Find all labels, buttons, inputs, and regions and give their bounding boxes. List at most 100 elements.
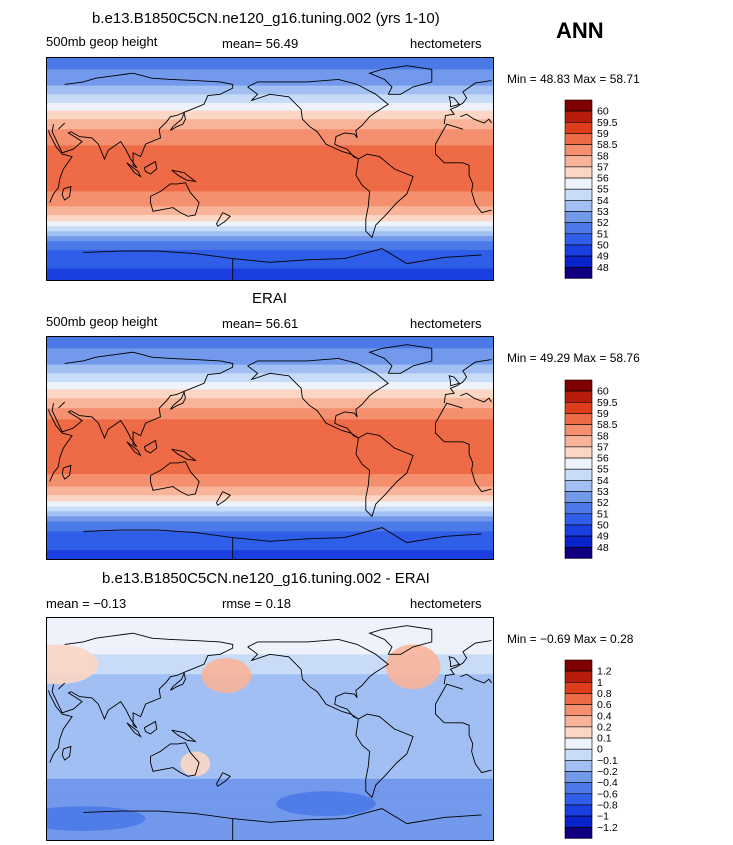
coastline <box>448 96 460 108</box>
coastline <box>170 111 186 131</box>
map-band <box>46 338 494 341</box>
map-band <box>46 172 494 175</box>
map-band <box>46 620 494 623</box>
map-band <box>46 176 494 179</box>
panel-3-minmax: Min = −0.69 Max = 0.28 <box>507 632 634 646</box>
map-band <box>46 108 494 110</box>
map-band <box>46 221 494 224</box>
map-band <box>46 670 494 673</box>
coastline <box>355 153 414 239</box>
map-band <box>46 256 494 258</box>
colorbar-tick-label: 48 <box>597 542 609 554</box>
colorbar-tick-label: 59 <box>597 128 609 140</box>
map-band <box>46 506 494 509</box>
map-band <box>46 811 494 813</box>
map-band <box>46 363 494 366</box>
map-band <box>46 94 494 97</box>
map-band <box>46 426 494 429</box>
map-band <box>46 210 494 212</box>
map-band <box>46 409 494 412</box>
map-band <box>46 477 494 480</box>
colorbar-swatch <box>564 513 593 526</box>
map-band <box>46 638 494 640</box>
coastline <box>232 527 482 544</box>
colorbar-tick-label: 49 <box>597 251 609 263</box>
map-band <box>46 834 494 837</box>
map-band <box>46 767 494 770</box>
colorbar-tick-label: 59.5 <box>597 397 618 409</box>
map-band <box>46 234 494 237</box>
coastline <box>171 729 197 743</box>
map-band <box>46 146 494 149</box>
map-band <box>46 722 494 725</box>
map-band <box>46 697 494 700</box>
map-band <box>46 525 494 527</box>
map-band <box>46 344 494 347</box>
colorbar-tick-label: 58 <box>597 150 609 162</box>
map-band <box>46 68 494 71</box>
map-band <box>46 505 494 508</box>
map-band <box>46 446 494 449</box>
map-band <box>46 211 494 214</box>
map-band <box>46 522 494 525</box>
map-band <box>46 201 494 204</box>
coastline <box>435 683 492 774</box>
map-band <box>46 202 494 205</box>
map-band <box>46 86 494 89</box>
map-band <box>46 207 494 210</box>
map-band <box>46 700 494 703</box>
coastline <box>48 130 73 203</box>
colorbar-swatch <box>564 200 593 212</box>
map-band <box>46 624 494 627</box>
colorbar-swatch <box>564 670 593 683</box>
map-band <box>46 262 494 265</box>
map-band <box>46 75 494 78</box>
coastline <box>355 713 414 799</box>
colorbar-swatch <box>564 379 593 392</box>
map-band <box>46 251 494 253</box>
map-band <box>46 631 494 634</box>
map-band <box>46 203 494 206</box>
panel-3-units-label: hectometers <box>410 596 482 611</box>
map-band <box>46 555 494 557</box>
map-band <box>46 178 494 181</box>
colorbar-tick-label: 51 <box>597 228 609 240</box>
map-band <box>46 384 494 387</box>
map-band <box>46 147 494 150</box>
map-band <box>46 60 494 63</box>
map-band <box>46 212 494 215</box>
map-band <box>46 161 494 164</box>
map-band <box>46 781 494 784</box>
map-band <box>46 364 494 367</box>
map-band <box>46 626 494 629</box>
map-band <box>46 357 494 359</box>
map-band <box>46 276 494 278</box>
colorbar-tick-label: −0.1 <box>597 755 618 767</box>
map-band <box>46 636 494 639</box>
map-band <box>46 115 494 118</box>
coastline <box>150 461 200 496</box>
colorbar-tick-label: 0.6 <box>597 699 612 711</box>
map-band <box>46 787 494 790</box>
map-band <box>46 248 494 251</box>
map-band <box>46 818 494 821</box>
map-band <box>46 687 494 690</box>
map-band <box>46 500 494 503</box>
map-band <box>46 101 494 104</box>
map-band <box>46 339 494 342</box>
map-band <box>46 504 494 506</box>
map-band <box>46 665 494 668</box>
map-band <box>46 685 494 688</box>
coastline <box>150 742 200 777</box>
map-band <box>46 205 494 207</box>
map-band <box>46 721 494 724</box>
map-band <box>46 649 494 652</box>
map-band <box>46 120 494 123</box>
colorbar-swatch <box>564 457 593 470</box>
map-band <box>46 528 494 531</box>
map-band <box>46 469 494 471</box>
map-band <box>46 238 494 241</box>
map-band <box>46 449 494 452</box>
map-band <box>46 489 494 491</box>
